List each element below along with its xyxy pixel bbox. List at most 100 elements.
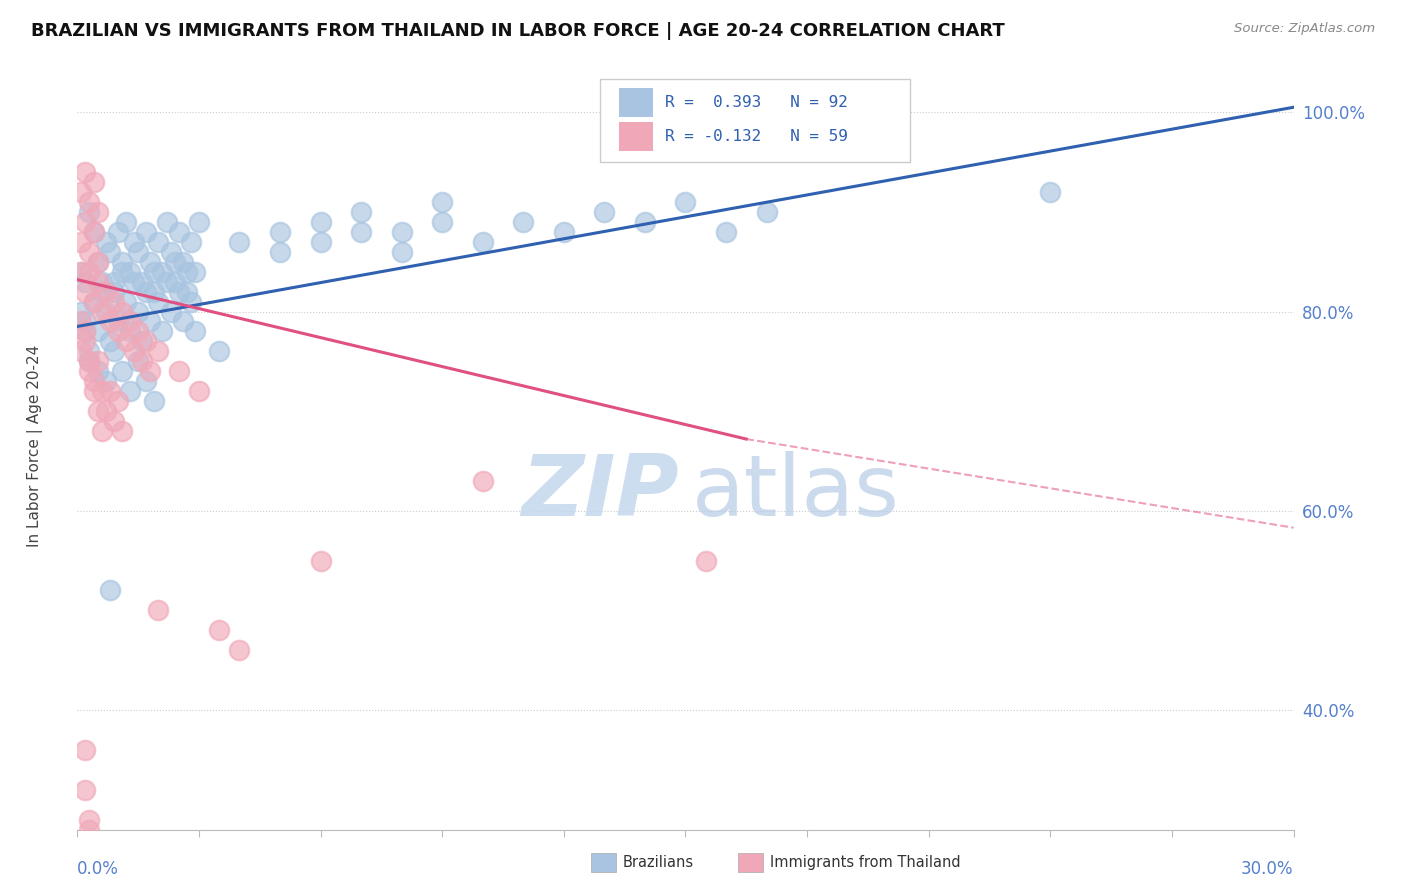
Point (188, 384, 211, 399)
Point (70, 265, 93, 279)
Point (94, 304, 117, 318)
Point (115, 334, 138, 349)
Point (176, 285, 198, 299)
Text: ZIP: ZIP (522, 450, 679, 533)
Text: Source: ZipAtlas.com: Source: ZipAtlas.com (1234, 22, 1375, 36)
Point (83, 294, 105, 309)
Point (163, 254, 186, 268)
Text: Immigrants from Thailand: Immigrants from Thailand (770, 855, 962, 870)
Point (75, 325, 97, 339)
Point (98, 334, 121, 349)
Point (139, 254, 162, 268)
Point (135, 285, 157, 299)
Point (107, 225, 129, 239)
Point (634, 215, 657, 229)
Point (90, 285, 112, 299)
Point (83, 225, 105, 239)
Point (148, 344, 170, 359)
Point (391, 244, 413, 259)
Point (79, 344, 101, 359)
Point (135, 374, 157, 388)
Point (148, 603, 170, 617)
Point (228, 643, 250, 657)
Point (98, 384, 121, 399)
Point (83, 294, 105, 309)
Text: BRAZILIAN VS IMMIGRANTS FROM THAILAND IN LABOR FORCE | AGE 20-24 CORRELATION CHA: BRAZILIAN VS IMMIGRANTS FROM THAILAND IN… (31, 22, 1005, 40)
Point (79, 244, 101, 259)
Point (127, 304, 149, 318)
Point (131, 334, 153, 349)
Point (148, 294, 170, 309)
Point (127, 244, 149, 259)
Point (714, 225, 737, 239)
Point (86, 354, 108, 368)
Point (79, 822, 101, 837)
Point (98, 314, 121, 328)
Point (139, 364, 162, 378)
Point (1039, 185, 1062, 199)
Point (118, 325, 141, 339)
Point (103, 344, 125, 359)
Point (79, 354, 101, 368)
Point (122, 344, 145, 359)
Point (70, 314, 93, 328)
Point (172, 314, 194, 328)
Point (86, 364, 108, 378)
Point (111, 364, 134, 378)
Point (86, 275, 108, 289)
Point (167, 225, 190, 239)
Point (163, 275, 186, 289)
Point (115, 215, 138, 229)
Point (159, 304, 181, 318)
Point (695, 553, 717, 567)
FancyBboxPatch shape (600, 79, 911, 162)
Point (139, 314, 162, 328)
Point (94, 404, 117, 418)
Text: 0.0%: 0.0% (77, 860, 120, 879)
Point (180, 294, 202, 309)
Point (75, 314, 97, 328)
Point (471, 235, 494, 249)
Point (90, 275, 112, 289)
Text: R =  0.393   N = 92: R = 0.393 N = 92 (665, 95, 848, 110)
Point (70, 344, 93, 359)
Point (143, 394, 166, 409)
Point (70, 265, 93, 279)
Point (309, 235, 332, 249)
Text: 30.0%: 30.0% (1241, 860, 1294, 879)
Point (75, 165, 97, 179)
Point (86, 404, 108, 418)
Point (70, 235, 93, 249)
Point (75, 743, 97, 757)
Point (86, 205, 108, 219)
Point (107, 325, 129, 339)
Point (675, 194, 697, 209)
Point (79, 265, 101, 279)
Point (103, 294, 125, 309)
Point (184, 325, 207, 339)
Point (94, 374, 117, 388)
Text: atlas: atlas (692, 450, 900, 533)
Point (228, 235, 250, 249)
Point (180, 235, 202, 249)
Point (127, 325, 149, 339)
Point (79, 205, 101, 219)
Point (75, 275, 97, 289)
Point (75, 325, 97, 339)
Point (143, 285, 166, 299)
Point (103, 414, 125, 428)
Point (208, 624, 231, 638)
Point (103, 285, 125, 299)
Point (135, 334, 157, 349)
Point (79, 813, 101, 827)
Point (111, 304, 134, 318)
Point (98, 583, 121, 598)
Point (131, 275, 153, 289)
Point (118, 265, 141, 279)
Point (107, 394, 129, 409)
Point (83, 175, 105, 189)
Point (103, 275, 125, 289)
Point (86, 325, 108, 339)
Point (152, 265, 174, 279)
Bar (619, 121, 652, 151)
